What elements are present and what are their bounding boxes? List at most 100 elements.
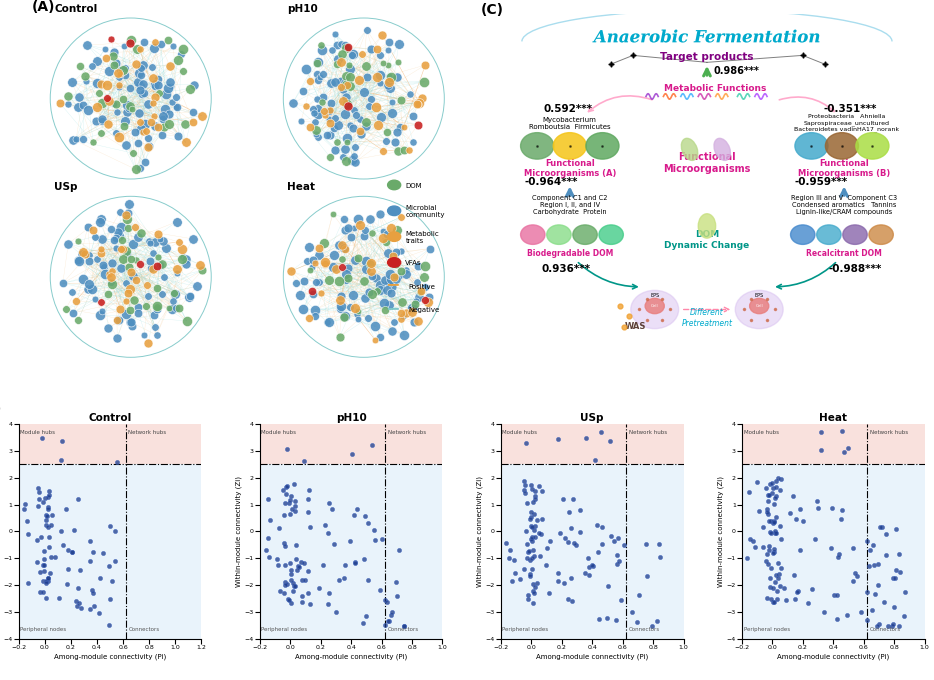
Point	[770, 585, 785, 596]
Point	[136, 88, 151, 99]
Point	[375, 30, 389, 41]
Point	[80, 105, 95, 116]
Point	[854, 607, 869, 617]
Point	[350, 313, 365, 324]
Point	[106, 50, 120, 61]
Point	[87, 600, 102, 611]
Point	[35, 433, 50, 444]
Text: Connectors: Connectors	[870, 628, 901, 632]
Point	[359, 24, 374, 35]
Point	[301, 507, 316, 517]
Circle shape	[816, 225, 841, 244]
Point	[625, 607, 640, 617]
Point	[421, 297, 436, 308]
Point	[411, 316, 426, 326]
Point	[146, 263, 161, 274]
Point	[348, 109, 363, 120]
Point	[766, 547, 781, 558]
Point	[761, 489, 776, 500]
Point	[195, 265, 210, 275]
Point	[341, 222, 356, 233]
Point	[829, 590, 844, 600]
Point	[171, 130, 186, 141]
Point	[112, 69, 127, 80]
Point	[88, 294, 103, 305]
Text: Module hubs: Module hubs	[502, 430, 537, 435]
Point	[80, 222, 95, 233]
Title: Control: Control	[89, 413, 132, 423]
Point	[122, 82, 137, 93]
Point	[69, 600, 84, 611]
Point	[395, 296, 410, 307]
Point	[522, 546, 537, 557]
Point	[124, 103, 139, 114]
Text: 0.592***: 0.592***	[544, 104, 592, 114]
Text: Connectors: Connectors	[629, 628, 660, 632]
Point	[763, 581, 778, 592]
Point	[288, 505, 303, 516]
Point	[92, 216, 107, 227]
Point	[31, 486, 46, 497]
Point	[288, 277, 303, 288]
FancyArrowPatch shape	[777, 262, 836, 289]
Point	[160, 34, 175, 45]
Point	[340, 262, 355, 273]
Point	[839, 610, 854, 621]
Point	[860, 615, 875, 626]
Point	[78, 71, 92, 82]
Point	[845, 576, 860, 587]
Point	[343, 63, 358, 74]
Point	[30, 482, 45, 493]
Point	[848, 568, 863, 579]
Point	[577, 568, 592, 579]
Point	[312, 277, 327, 288]
Point	[169, 92, 184, 103]
Point	[156, 121, 171, 132]
Point	[185, 233, 200, 244]
Point	[326, 262, 341, 273]
Point	[90, 253, 105, 264]
Point	[85, 225, 100, 236]
Point	[313, 39, 328, 50]
Point	[337, 143, 352, 154]
Point	[765, 583, 780, 594]
Point	[378, 135, 393, 146]
Point	[539, 560, 554, 571]
Point	[302, 312, 317, 323]
Point	[296, 275, 311, 286]
Point	[35, 575, 50, 586]
Point	[891, 620, 906, 631]
Point	[774, 562, 789, 573]
Point	[389, 246, 403, 257]
Point	[38, 510, 53, 521]
Point	[555, 494, 570, 505]
Bar	[260, 410, 443, 464]
Circle shape	[790, 225, 815, 244]
Point	[95, 305, 110, 316]
Point	[594, 539, 609, 549]
Point	[342, 301, 357, 312]
Point	[32, 494, 47, 505]
Point	[796, 515, 811, 526]
Point	[131, 231, 146, 242]
Point	[335, 152, 350, 163]
Point	[146, 72, 161, 83]
Point	[98, 43, 113, 54]
Point	[319, 316, 334, 327]
Point	[351, 75, 366, 86]
Point	[359, 611, 374, 622]
Point	[764, 488, 779, 498]
Text: USp: USp	[54, 182, 78, 192]
Point	[329, 263, 344, 274]
Point	[98, 52, 113, 63]
Point	[113, 68, 128, 79]
Point	[90, 55, 105, 66]
Circle shape	[553, 133, 587, 159]
Point	[111, 132, 126, 143]
Point	[349, 503, 364, 514]
Point	[334, 39, 349, 50]
Point	[277, 560, 292, 571]
Point	[279, 480, 294, 491]
Point	[288, 500, 303, 511]
Point	[889, 524, 904, 534]
